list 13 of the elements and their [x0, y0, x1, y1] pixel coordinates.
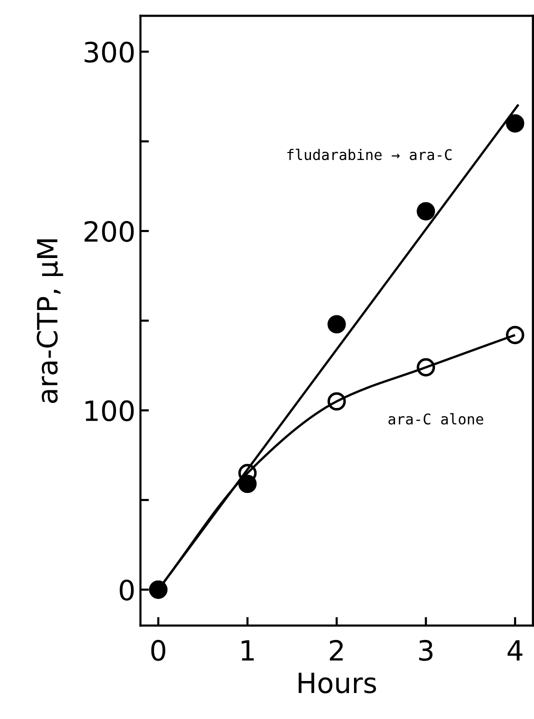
x-tick-label: 1	[242, 640, 254, 661]
x-tick-label: 3	[419, 640, 432, 661]
x-tick-label: 0	[151, 640, 166, 661]
y-tick-label: 200	[84, 220, 134, 242]
text: ara-C alone	[388, 413, 484, 425]
x-tick-label: 2	[330, 640, 343, 661]
x-axis-title: Hours	[298, 672, 376, 694]
y-tick-label: 300	[84, 42, 134, 63]
series-label: fludarabine → ara-C	[287, 148, 452, 160]
x-tick-label: 4	[508, 640, 522, 661]
y-tick-label: 100	[86, 400, 134, 422]
y-axis-title: ara-CTP, µM	[36, 239, 64, 403]
y-tick-label: 0	[120, 580, 134, 601]
